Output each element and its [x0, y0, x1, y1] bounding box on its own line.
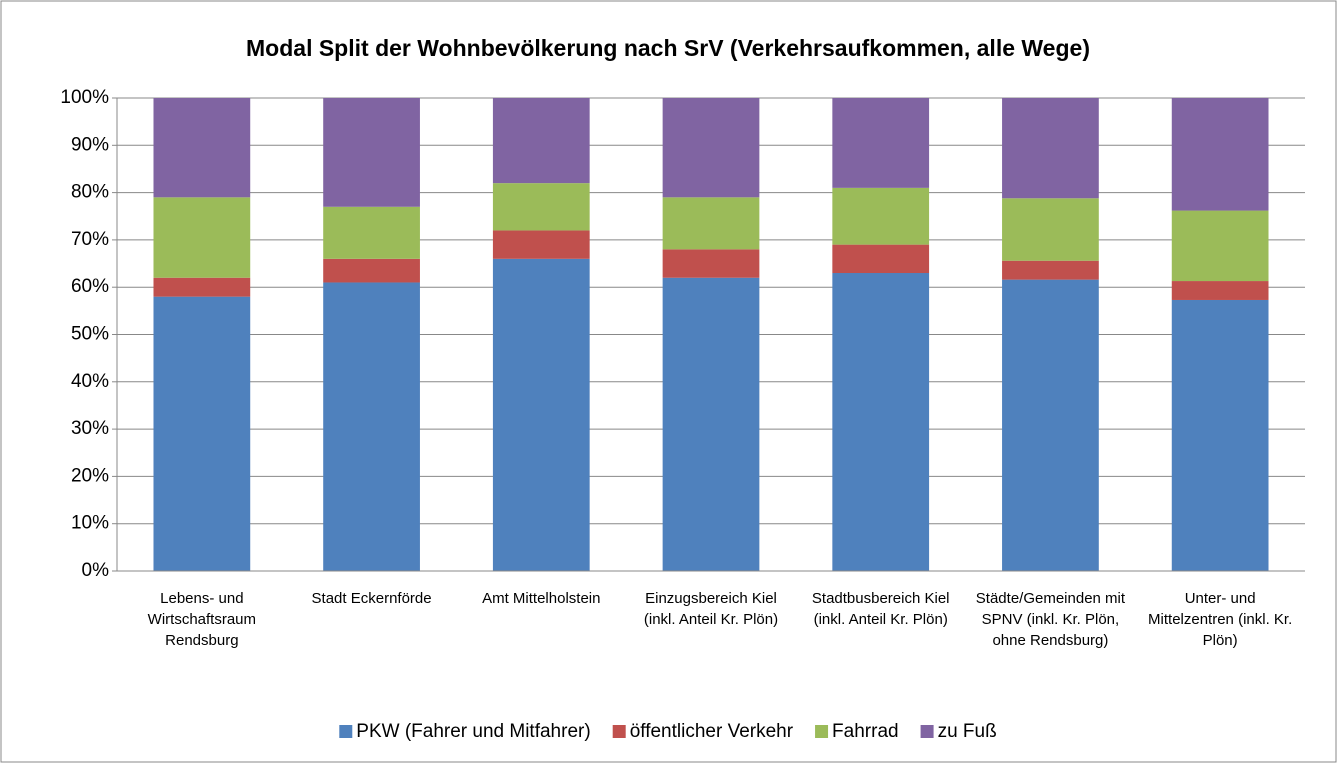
bar-segment: [492, 98, 590, 184]
bar-segment: [1002, 98, 1099, 199]
x-tick-label: Amt Mittelholstein: [482, 590, 600, 607]
bar-segment: [832, 273, 930, 571]
bar-segment: [153, 197, 251, 278]
legend-swatch: [339, 725, 353, 738]
legend-label: öffentlicher Verkehr: [630, 721, 794, 742]
x-tick-label: Stadtbusbereich Kiel (inkl. Anteil Kr. Pl…: [812, 590, 950, 628]
bar-segment: [832, 244, 930, 274]
bar-segment: [662, 249, 760, 278]
bar-segment: [662, 98, 760, 198]
y-tick-label: 50%: [71, 324, 109, 345]
y-tick-label: 30%: [71, 418, 109, 439]
legend-swatch: [920, 725, 934, 738]
legend-label: PKW (Fahrer und Mitfahrer): [356, 721, 590, 742]
bar-segment: [153, 98, 251, 198]
bar-segment: [323, 98, 420, 207]
bar-segment: [1002, 260, 1099, 280]
bar-segment: [832, 98, 930, 188]
x-tick-label: Einzugsbereich Kiel (inkl. Anteil Kr. Plö…: [644, 590, 778, 628]
x-tick-label: Stadt Eckernförde: [312, 590, 432, 607]
bar-segment: [153, 296, 251, 571]
bar-segment: [1002, 198, 1099, 261]
bar-segment: [1171, 299, 1269, 571]
bar-segment: [153, 277, 251, 297]
y-tick-label: 90%: [71, 134, 109, 155]
bar-segment: [1002, 279, 1099, 571]
y-tick-label: 20%: [71, 465, 109, 486]
y-tick-label: 70%: [71, 229, 109, 250]
bar-segment: [832, 187, 930, 245]
bar-segment: [492, 258, 590, 571]
chart-title: Modal Split der Wohnbevölkerung nach SrV…: [246, 35, 1090, 61]
y-tick-label: 0%: [82, 560, 110, 581]
y-tick-label: 100%: [60, 87, 109, 108]
bar-segment: [662, 197, 760, 250]
legend-label: Fahrrad: [832, 721, 899, 742]
x-tick-label: Unter- und Mittelzentren (inkl. Kr. Plön): [1148, 590, 1292, 649]
legend-label: zu Fuß: [938, 721, 997, 742]
bar-segment: [323, 258, 420, 283]
bar-segment: [492, 183, 590, 231]
bar-segment: [492, 230, 590, 259]
x-tick-label: Städte/Gemeinden mit SPNV (inkl. Kr. Plön…: [976, 590, 1126, 649]
legend-swatch: [612, 725, 626, 738]
legend-swatch: [815, 725, 829, 738]
bar-segment: [323, 206, 420, 259]
bar-segment: [1171, 210, 1269, 282]
y-tick-label: 10%: [71, 513, 109, 534]
y-tick-label: 60%: [71, 276, 109, 297]
bar-segment: [1171, 281, 1269, 300]
y-tick-label: 40%: [71, 371, 109, 392]
bar-segment: [1171, 98, 1269, 211]
bar-segment: [662, 277, 760, 571]
x-tick-label: Lebens- und Wirtschaftsraum Rendsburg: [148, 590, 256, 649]
bar-segment: [323, 282, 420, 571]
y-tick-label: 80%: [71, 182, 109, 203]
